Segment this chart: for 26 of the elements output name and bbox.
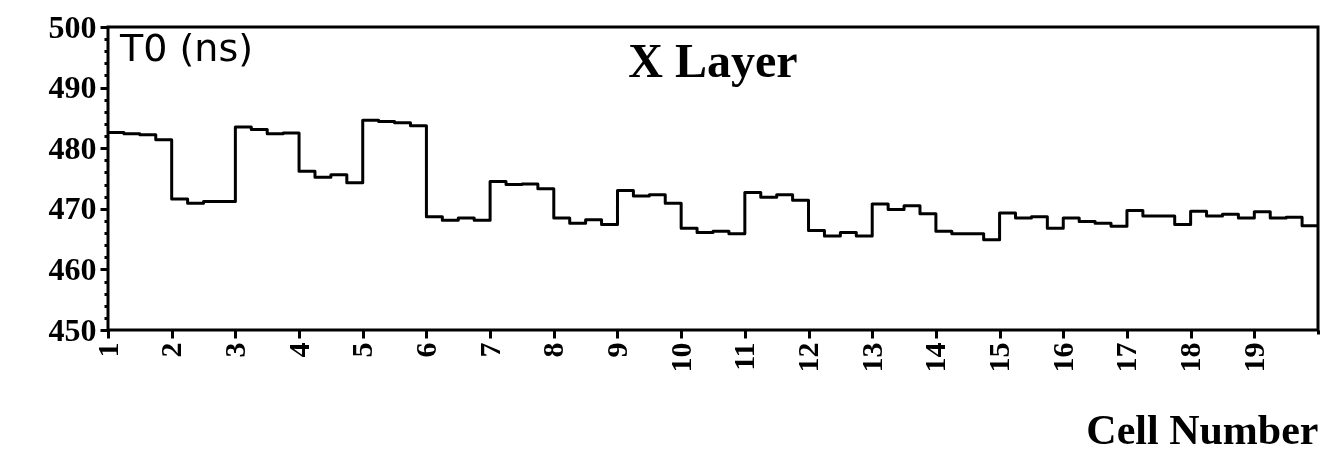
x-tick-label: 17: [1109, 342, 1143, 373]
x-tick-label: 18: [1173, 342, 1207, 373]
y-tick-label: 500: [48, 8, 97, 45]
y-tick-label: 460: [48, 250, 97, 287]
x-axis-title: Cell Number: [1086, 406, 1319, 452]
y-tick-label: 490: [48, 69, 97, 106]
x-tick-label: 14: [918, 342, 952, 373]
y-tick-label: 470: [48, 190, 97, 227]
x-tick-label: 2: [154, 342, 188, 358]
x-tick-label: 6: [408, 342, 442, 358]
x-tick-label: 16: [1045, 342, 1079, 373]
x-tick-label: 19: [1236, 342, 1270, 373]
x-tick-label: 8: [536, 342, 570, 358]
x-tick-label: 13: [854, 342, 888, 373]
chart-title: X Layer: [628, 34, 798, 87]
x-tick-label: 5: [345, 342, 379, 358]
y-axis-title: T0 (ns): [119, 26, 253, 70]
x-tick-label: 12: [791, 342, 825, 373]
x-tick-label: 7: [472, 342, 506, 358]
x-tick-label: 11: [727, 342, 761, 371]
x-tick-label: 9: [599, 342, 633, 358]
x-tick-label: 10: [663, 342, 697, 373]
x-tick-label: 4: [281, 342, 315, 358]
x-tick-label: 15: [982, 342, 1016, 373]
y-tick-label: 480: [48, 129, 97, 166]
x-tick-label: 3: [217, 342, 251, 358]
